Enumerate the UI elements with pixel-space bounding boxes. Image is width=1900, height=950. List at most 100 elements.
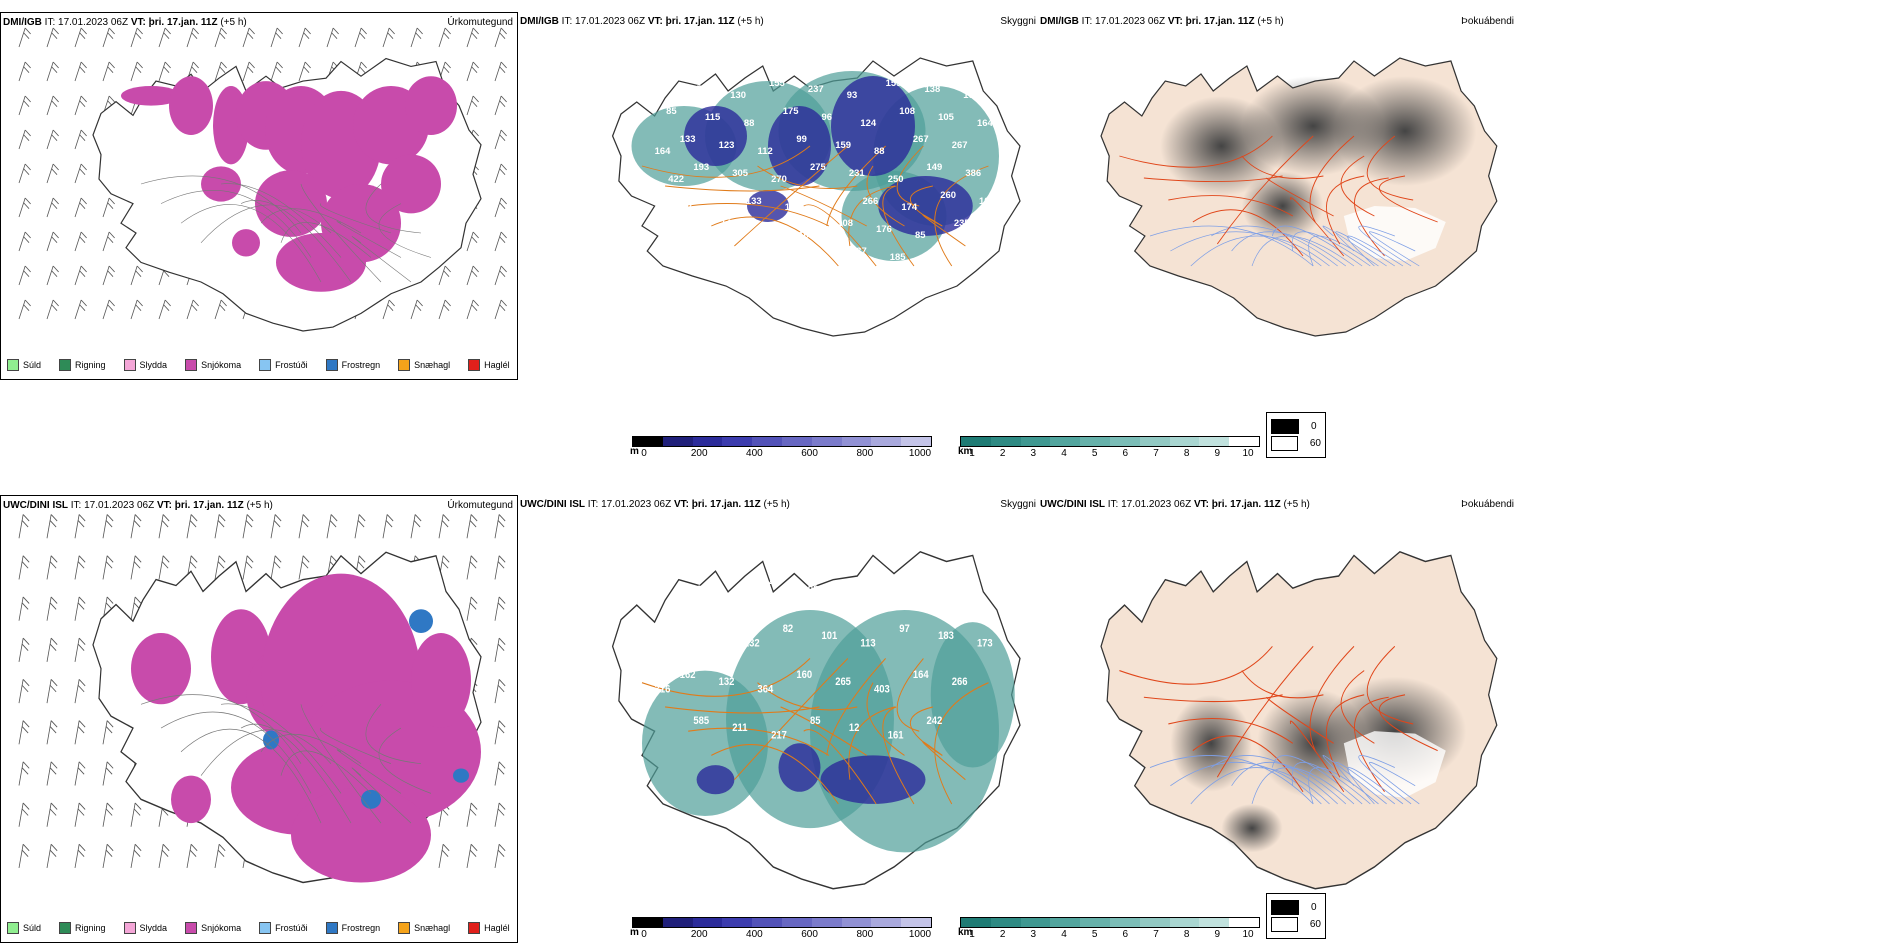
legend-item: Haglél <box>468 922 510 934</box>
snow-area <box>171 775 211 824</box>
road-line <box>378 203 432 258</box>
cloud-base-label: 132 <box>719 677 735 689</box>
cloud-base-label: 267 <box>952 140 968 150</box>
road-line <box>711 216 839 267</box>
wind-barb <box>74 555 86 580</box>
legend-swatch <box>259 359 272 371</box>
legend-swatch <box>398 922 411 934</box>
colorbar-cell <box>841 918 872 927</box>
road-line <box>910 706 943 756</box>
cloud-base-label: 266 <box>863 196 879 206</box>
road-line <box>934 165 989 267</box>
cloud-base-label: 386 <box>965 168 981 178</box>
wind-barb <box>494 61 507 82</box>
precip-map <box>18 514 506 884</box>
cloud-base-area <box>878 176 973 236</box>
wind-barb <box>298 27 311 48</box>
legend-swatch <box>59 359 72 371</box>
legend-item: Súld <box>7 359 41 371</box>
wind-barb <box>466 555 478 580</box>
wind-barb <box>466 596 478 621</box>
legend-label: Súld <box>23 360 42 370</box>
legend-swatch <box>325 359 338 371</box>
snow-area <box>405 76 457 135</box>
snow-area <box>291 787 431 883</box>
road-line <box>1340 155 1375 217</box>
fog-legend-item: 0 <box>1271 419 1321 434</box>
wind-barb <box>74 231 87 252</box>
cloud-base-label: 109 <box>979 196 995 206</box>
cloud-base-label: 260 <box>940 190 956 200</box>
fog-panel-row1: DMI/IGB IT: 17.01.2023 06Z VT: þri. 17.j… <box>1038 12 1518 380</box>
legend-swatch <box>59 922 72 934</box>
cloud-base-label: 131 <box>785 202 801 212</box>
cloud-base-label: 235 <box>954 218 970 228</box>
wind-barb <box>158 843 170 869</box>
colorbar-cell <box>1139 437 1170 446</box>
wind-barb <box>130 555 142 580</box>
road-line <box>280 222 372 258</box>
road-line <box>711 743 839 805</box>
road-line <box>280 750 372 794</box>
road-line <box>336 749 402 794</box>
wind-barb <box>46 95 59 116</box>
road-line <box>200 204 332 243</box>
fog-map <box>1100 57 1498 337</box>
legend-label: Snæhagl <box>414 360 451 370</box>
cloud-base-label: 370 <box>653 577 669 589</box>
wind-barb <box>438 299 451 320</box>
legend-item: Súld <box>7 922 41 934</box>
colorbar-tick: 2 <box>999 448 1006 459</box>
wind-barb <box>46 231 59 252</box>
wind-barb <box>74 299 87 320</box>
road-line <box>1192 735 1304 793</box>
cloud-base-label: 155 <box>769 78 785 88</box>
legend-label: Rigning <box>75 923 106 933</box>
wind-barb <box>46 596 58 621</box>
cloud-base-label: 132 <box>744 638 760 650</box>
road-line <box>910 185 943 227</box>
wind-barb <box>158 27 171 48</box>
colorbar-cell <box>722 918 753 927</box>
road-line <box>240 723 352 824</box>
river-line <box>1251 767 1355 805</box>
snow-area <box>131 633 191 705</box>
wind-barb <box>74 637 86 662</box>
colorbar-cell <box>752 918 782 927</box>
colorbar-cell <box>1169 437 1200 446</box>
fog-legend-swatch <box>1271 917 1298 932</box>
colorbar-cell <box>692 437 723 446</box>
river-line <box>1211 755 1338 805</box>
wind-barb <box>18 129 31 150</box>
wind-barb <box>18 27 31 48</box>
snow-area <box>169 76 213 135</box>
colorbar-tick: 400 <box>746 929 763 940</box>
wind-barb <box>74 95 87 116</box>
colorbar-tick: 200 <box>690 929 708 940</box>
wind-barb <box>102 843 114 869</box>
wind-barb <box>18 95 31 116</box>
colorbar-cell <box>1080 918 1110 927</box>
cloud-base-label: 209 <box>734 246 750 256</box>
colorbar-cell <box>961 918 991 927</box>
fog-area <box>1241 171 1324 241</box>
colorbar-cell <box>1229 437 1259 446</box>
road-line <box>1354 177 1389 257</box>
legend-label: Snjókoma <box>201 360 242 370</box>
snow-area <box>276 233 366 292</box>
cloud-map: 267 373 130 155 237 93 159 138 162 85 115 88 175 96 12… <box>611 57 1021 337</box>
road-line <box>319 727 392 765</box>
road-line <box>160 711 312 794</box>
cloud-base-label: 164 <box>977 118 994 128</box>
wind-barb <box>466 514 478 539</box>
road-line <box>1340 670 1375 744</box>
cloud-base-label: 105 <box>938 112 954 122</box>
cloud-base-label: 256 <box>812 258 828 268</box>
colorbar-cell <box>1139 918 1170 927</box>
colorbar-cell <box>1199 918 1230 927</box>
colorbar-cell <box>871 437 902 446</box>
snow-area <box>232 229 260 257</box>
river-line <box>1231 231 1347 267</box>
river-line <box>1335 762 1395 805</box>
fog-legend-label: 60 <box>1309 919 1321 930</box>
